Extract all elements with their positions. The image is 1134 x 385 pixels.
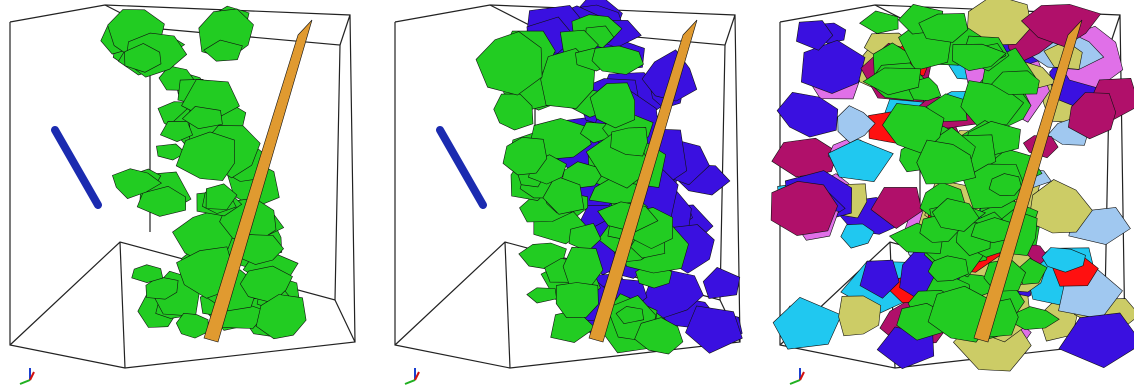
panel: [10, 5, 355, 384]
panel: [771, 0, 1134, 384]
fracture: [703, 267, 740, 298]
fracture: [773, 297, 841, 349]
page: (() => { const NS = 'http://www.w3.org/2…: [0, 0, 1134, 385]
well-rod: [55, 130, 98, 205]
scene: [0, 0, 1134, 385]
fracture: [176, 313, 208, 338]
fracture: [772, 138, 838, 177]
fracture: [686, 306, 743, 353]
well-rod: [440, 130, 483, 205]
fracture: [527, 288, 557, 303]
panel: [395, 0, 742, 384]
fracture: [839, 296, 881, 336]
